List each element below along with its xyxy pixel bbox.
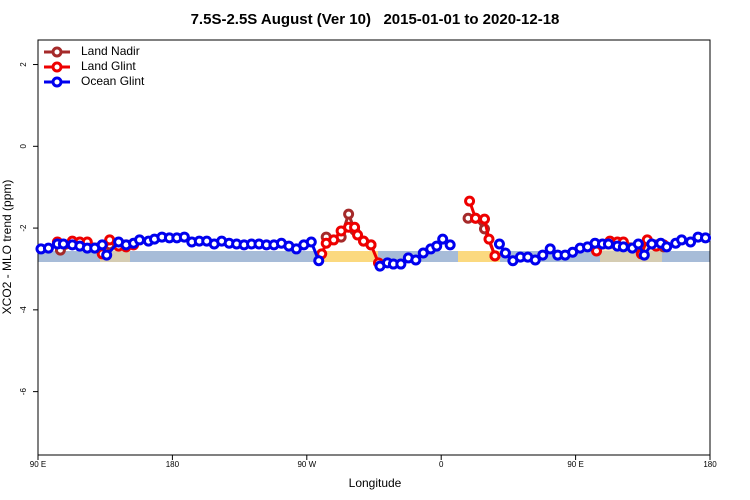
- data-point: [544, 243, 556, 255]
- data-point: [489, 250, 501, 262]
- data-point: [96, 239, 108, 251]
- data-point: [437, 233, 449, 245]
- data-point: [57, 238, 69, 250]
- legend-marker: [51, 61, 63, 73]
- data-point: [410, 254, 422, 266]
- land-band: [322, 251, 378, 262]
- data-point: [343, 208, 355, 220]
- data-point: [178, 231, 190, 243]
- x-tick-label: 90 E: [567, 460, 583, 469]
- data-point: [602, 238, 614, 250]
- data-point: [617, 241, 629, 253]
- x-tick-label: 0: [439, 460, 444, 469]
- data-point: [700, 232, 712, 244]
- x-tick-label: 180: [166, 460, 180, 469]
- y-tick-label: 2: [19, 62, 28, 67]
- x-tick-label: 90 E: [30, 460, 46, 469]
- y-tick-label: -4: [19, 306, 28, 314]
- y-tick-label: -2: [19, 224, 28, 232]
- y-axis-title: XCO2 - MLO trend (ppm): [0, 180, 14, 315]
- data-point: [529, 254, 541, 266]
- data-point: [479, 213, 491, 225]
- data-point: [365, 239, 377, 251]
- data-point: [444, 239, 456, 251]
- legend-label: Ocean Glint: [81, 74, 145, 88]
- data-point: [101, 249, 113, 261]
- data-point: [134, 234, 146, 246]
- data-point: [305, 236, 317, 248]
- data-point: [646, 238, 658, 250]
- legend-marker: [51, 46, 63, 58]
- x-tick-label: 180: [703, 460, 717, 469]
- data-point: [313, 255, 325, 267]
- data-point: [470, 212, 482, 224]
- legend-label: Land Glint: [81, 59, 136, 73]
- land-band: [458, 251, 500, 262]
- data-point: [42, 242, 54, 254]
- chart-title: 7.5S-2.5S August (Ver 10) 2015-01-01 to …: [191, 11, 560, 28]
- data-point: [395, 258, 407, 270]
- legend-label: Land Nadir: [81, 44, 140, 58]
- data-point: [632, 238, 644, 250]
- data-point: [661, 241, 673, 253]
- data-point: [638, 249, 650, 261]
- data-point: [352, 229, 364, 241]
- legend-marker: [51, 76, 63, 88]
- y-tick-label: 0: [19, 144, 28, 149]
- data-point: [464, 195, 476, 207]
- data-point: [493, 238, 505, 250]
- data-point: [483, 233, 495, 245]
- data-point: [537, 249, 549, 261]
- x-tick-label: 90 W: [297, 460, 316, 469]
- y-tick-label: -6: [19, 388, 28, 396]
- data-point: [676, 234, 688, 246]
- data-point: [431, 240, 443, 252]
- data-point: [685, 236, 697, 248]
- data-point: [328, 234, 340, 246]
- data-point: [499, 247, 511, 259]
- x-axis-title: Longitude: [349, 476, 402, 490]
